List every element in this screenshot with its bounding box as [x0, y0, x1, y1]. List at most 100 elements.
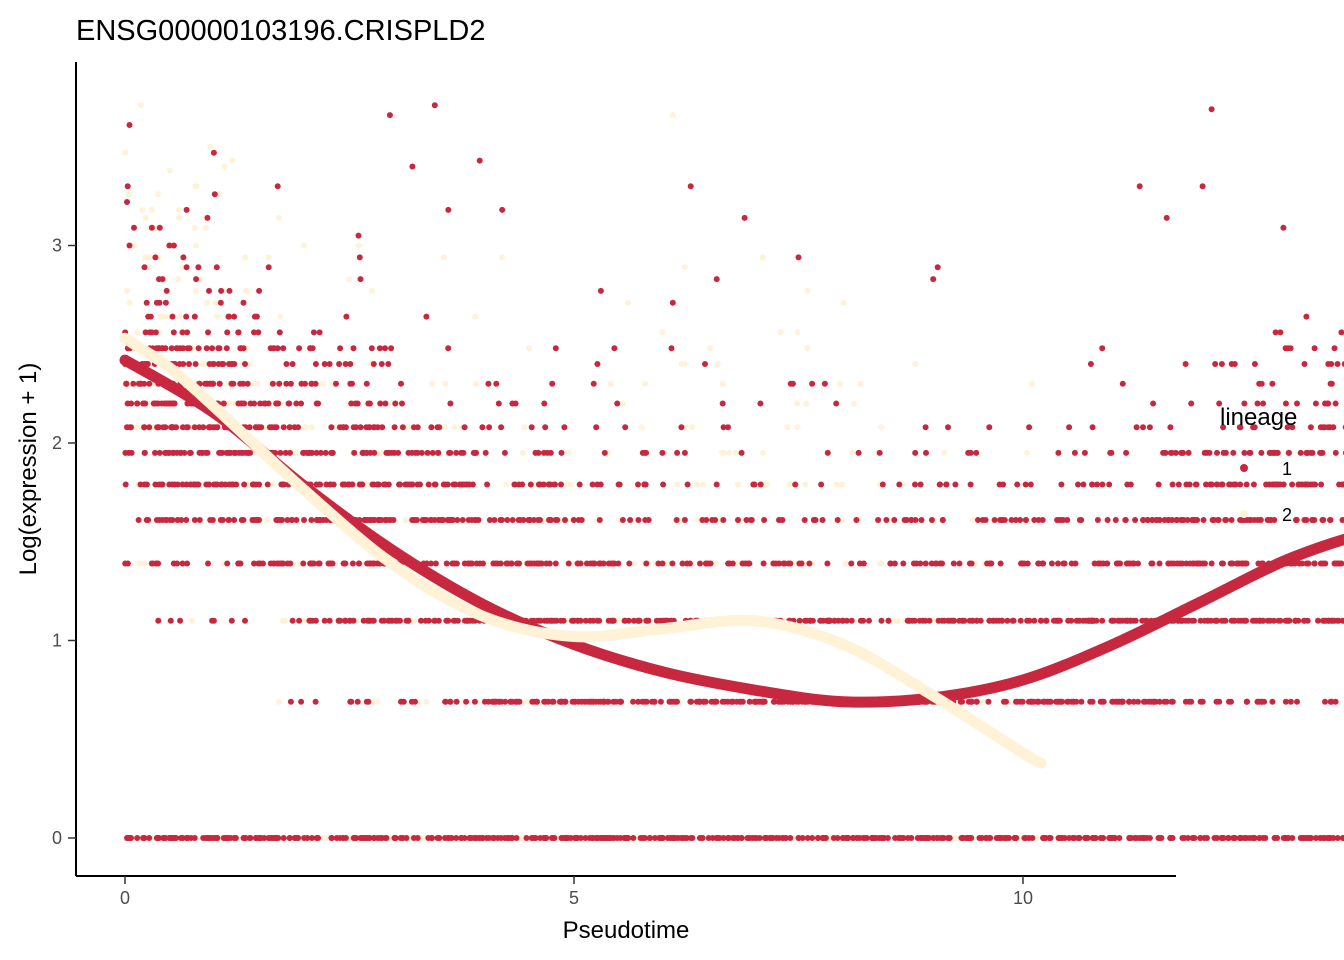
data-point — [922, 424, 929, 431]
data-point — [682, 424, 689, 431]
data-point — [705, 560, 712, 567]
data-point — [1230, 617, 1237, 624]
data-point — [431, 617, 438, 624]
data-point — [1250, 424, 1257, 431]
data-point — [1243, 481, 1250, 488]
data-point — [1075, 481, 1081, 488]
data-point — [277, 313, 284, 320]
data-point — [535, 517, 542, 523]
data-point — [377, 400, 384, 407]
data-point — [1169, 481, 1176, 488]
chart-title: ENSG00000103196.CRISPLD2 — [76, 15, 485, 47]
data-point — [714, 361, 721, 367]
data-point — [1097, 560, 1104, 567]
data-point — [493, 380, 500, 387]
data-point — [351, 835, 358, 841]
data-point — [440, 254, 447, 261]
data-point — [956, 617, 963, 624]
data-point — [724, 698, 731, 705]
data-point — [1328, 698, 1335, 705]
data-point — [1204, 449, 1210, 456]
data-point — [1243, 698, 1250, 705]
data-point — [282, 449, 289, 456]
data-point — [558, 835, 565, 841]
data-point — [983, 835, 990, 841]
data-point — [925, 835, 932, 841]
data-point — [152, 481, 159, 488]
data-point — [647, 835, 653, 841]
data-point — [666, 698, 673, 705]
data-point — [163, 517, 170, 523]
data-point — [131, 242, 138, 249]
data-point — [146, 424, 153, 431]
data-point — [232, 835, 239, 841]
data-point — [1135, 560, 1141, 567]
data-point — [217, 517, 224, 523]
data-point — [548, 835, 555, 841]
data-point — [526, 517, 533, 523]
data-point — [743, 517, 750, 523]
data-point — [257, 835, 264, 841]
data-point — [242, 617, 248, 624]
data-point — [241, 481, 248, 488]
data-point — [776, 517, 783, 523]
data-point — [975, 517, 981, 523]
data-point — [705, 835, 712, 841]
data-point — [302, 424, 309, 431]
data-point — [226, 517, 232, 523]
data-point — [146, 835, 153, 841]
data-point — [541, 698, 548, 705]
plot-panel — [119, 102, 1344, 841]
data-point — [293, 835, 300, 841]
data-point — [908, 517, 914, 523]
data-point — [875, 517, 882, 523]
data-point — [333, 835, 340, 841]
data-point — [1282, 400, 1289, 407]
data-point — [834, 835, 841, 841]
data-point — [1112, 517, 1119, 523]
data-point — [1192, 481, 1199, 488]
data-point — [184, 560, 191, 567]
data-point — [548, 517, 554, 523]
data-point — [171, 481, 178, 488]
data-point — [849, 449, 856, 456]
data-point — [498, 517, 505, 523]
data-point — [262, 400, 269, 407]
data-point — [137, 380, 144, 387]
data-point — [348, 400, 355, 407]
data-point — [519, 835, 526, 841]
data-point — [615, 560, 622, 567]
data-point — [787, 835, 794, 841]
data-point — [1093, 617, 1100, 624]
data-point — [437, 517, 444, 523]
data-point — [432, 560, 439, 567]
data-point — [1140, 517, 1147, 523]
data-point — [1305, 560, 1311, 567]
data-point — [463, 698, 470, 705]
data-point — [447, 698, 454, 705]
data-point — [207, 143, 214, 150]
data-point — [1312, 835, 1319, 841]
data-point — [1327, 517, 1334, 523]
data-point — [381, 617, 388, 624]
data-point — [674, 481, 681, 488]
data-point — [1008, 517, 1015, 523]
data-point — [382, 481, 389, 488]
data-point — [794, 400, 801, 407]
data-point — [549, 380, 556, 387]
data-point — [447, 400, 454, 407]
data-point — [1208, 481, 1215, 488]
data-point — [445, 517, 452, 523]
data-point — [541, 449, 547, 456]
data-point — [1130, 698, 1137, 705]
data-point — [1004, 617, 1011, 624]
data-point — [191, 424, 198, 431]
data-point — [662, 617, 669, 624]
data-point — [247, 835, 254, 841]
data-point — [193, 287, 200, 294]
data-point — [490, 835, 497, 841]
data-point — [904, 617, 911, 624]
data-point — [491, 517, 498, 523]
data-point — [434, 449, 441, 456]
data-point — [1249, 617, 1256, 624]
